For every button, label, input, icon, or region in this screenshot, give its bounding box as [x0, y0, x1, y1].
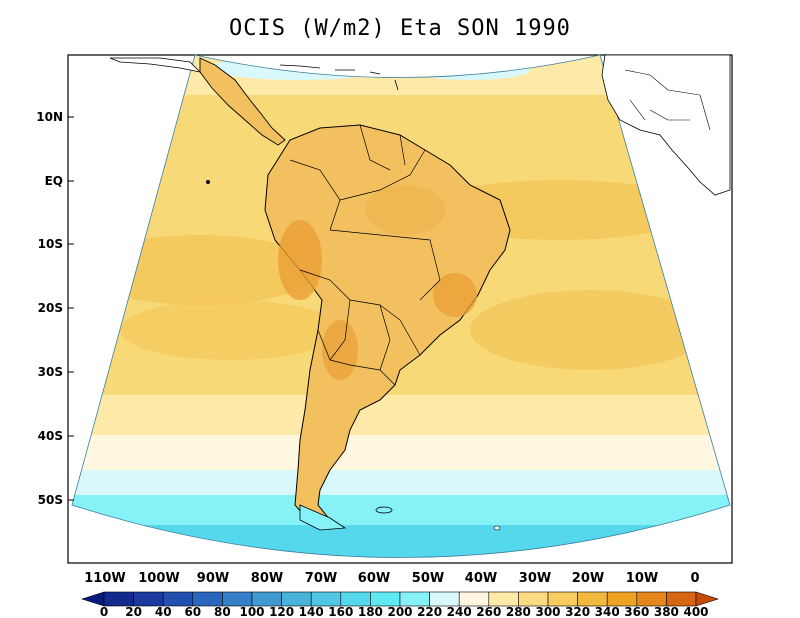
colorbar-swatch	[458, 591, 490, 607]
colorbar-swatch	[429, 591, 460, 607]
colorbar-swatch	[310, 591, 342, 607]
chaco-shade	[322, 320, 358, 380]
x-axis-labels: 110W 100W 90W 80W 70W 60W 50W 40W 30W 20…	[84, 571, 699, 586]
x-label: 50W	[412, 571, 444, 586]
colorbar-tick-label: 400	[683, 605, 708, 618]
x-label: 10W	[626, 571, 658, 586]
galapagos	[206, 180, 210, 184]
colorbar-swatch	[488, 591, 519, 607]
colorbar-swatch	[192, 591, 223, 607]
domain-boundary	[71, 54, 731, 558]
colorbar-swatch	[547, 591, 578, 607]
y-label: 40S	[38, 429, 63, 443]
africa-borders	[624, 69, 711, 131]
colorbar-swatch	[162, 591, 194, 607]
colorbar-tick-label: 200	[387, 605, 412, 618]
colorbar-tick-label: 180	[358, 605, 383, 618]
map-title: OCIS (W/m2) Eta SON 1990	[229, 16, 571, 41]
x-label: 110W	[84, 571, 125, 586]
colorbar-tick-label: 300	[535, 605, 560, 618]
colorbar-tick-label: 280	[506, 605, 531, 618]
colorbar-tick-label: 140	[299, 605, 324, 618]
colorbar-swatch	[103, 591, 134, 607]
colorbar-swatch	[636, 591, 667, 607]
colorbar-tick-label: 340	[595, 605, 620, 618]
andes-shade	[278, 220, 322, 300]
x-label: 80W	[251, 571, 283, 586]
y-label: 50S	[38, 493, 63, 507]
colorbar-tick-label: 40	[155, 605, 172, 618]
colorbar-labels: 0 20 40 60 80 100 120 140 160 180 200 220 240 260 280 3…	[100, 605, 709, 618]
y-label: 30S	[38, 365, 63, 379]
caribbean-islands	[279, 64, 399, 91]
y-label: EQ	[45, 174, 63, 188]
x-label: 70W	[305, 571, 337, 586]
colorbar-swatch	[370, 591, 401, 607]
colorbar-swatch	[222, 591, 253, 607]
south-georgia	[493, 525, 501, 531]
colorbar-under-arrow	[81, 591, 105, 607]
colorbar-swatch	[577, 591, 608, 607]
amazon-shade	[365, 185, 445, 235]
north-america-outline	[109, 57, 202, 73]
south-america-landmass	[264, 124, 511, 523]
colorbar-swatch	[666, 591, 697, 607]
colorbar-swatch	[133, 591, 164, 607]
colorbar-tick-label: 380	[654, 605, 679, 618]
x-label: 100W	[138, 571, 179, 586]
colorbar-tick-label: 240	[447, 605, 472, 618]
patagonia-tip	[299, 504, 347, 531]
colorbar-tick-label: 80	[214, 605, 231, 618]
x-label: 60W	[358, 571, 390, 586]
colorbar-swatch	[399, 591, 430, 607]
country-borders	[289, 124, 441, 386]
colorbar-swatch	[606, 591, 638, 607]
x-label: 20W	[572, 571, 604, 586]
x-label: 30W	[519, 571, 551, 586]
colorbar-tick-label: 360	[624, 605, 649, 618]
colorbar-tick-label: 100	[239, 605, 264, 618]
colorbar-tick-label: 0	[100, 605, 108, 618]
africa-outline	[601, 54, 731, 196]
falklands	[375, 506, 393, 514]
colorbar-tick-label: 260	[476, 605, 501, 618]
colorbar-tick-label: 220	[417, 605, 442, 618]
central-america-landmass	[199, 57, 286, 146]
y-label: 10S	[38, 237, 63, 251]
x-label: 90W	[197, 571, 229, 586]
colorbar-tick-label: 60	[184, 605, 201, 618]
colorbar-tick-label: 320	[565, 605, 590, 618]
x-label: 40W	[465, 571, 497, 586]
colorbar-swatch	[251, 591, 282, 607]
colorbar-swatch	[518, 591, 549, 607]
colorbar-tick-label: 120	[269, 605, 294, 618]
brazil-shade	[433, 273, 477, 317]
colorbar-over-arrow	[695, 591, 719, 607]
colorbar-tick-label: 20	[125, 605, 142, 618]
y-axis-labels: 10N EQ 10S 20S 30S 40S 50S	[36, 110, 63, 507]
y-label: 10N	[36, 110, 63, 124]
x-label: 0	[690, 571, 699, 586]
colorbar-swatch	[340, 591, 371, 607]
colorbar	[81, 591, 719, 607]
colorbar-swatch	[281, 591, 312, 607]
colorbar-tick-label: 160	[328, 605, 353, 618]
y-label: 20S	[38, 301, 63, 315]
y-axis-ticks	[68, 116, 74, 501]
